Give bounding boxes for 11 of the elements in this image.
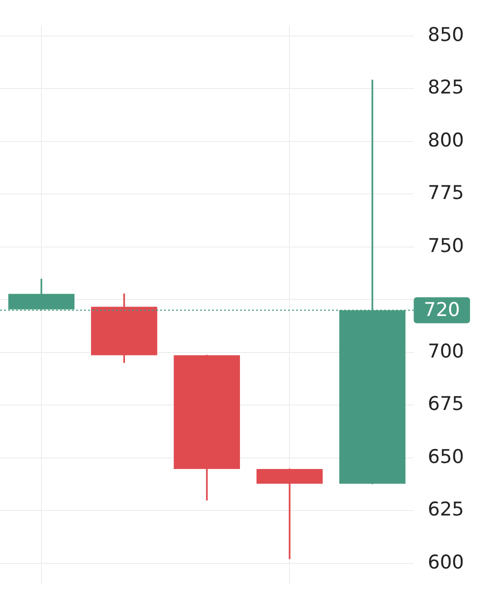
y-tick-label: 800 (428, 129, 464, 152)
y-tick-label: 650 (428, 446, 464, 468)
ref-line-label: 720 (424, 299, 460, 322)
y-tick-label: 750 (428, 234, 464, 257)
y-tick-label: 675 (428, 393, 464, 416)
y-tick-label: 700 (428, 340, 464, 362)
y-tick-label: 825 (428, 76, 464, 99)
y-tick-label: 600 (428, 551, 464, 574)
y-tick-label: 625 (428, 498, 464, 521)
y-tick-label: 850 (428, 24, 464, 46)
y-tick-label: 775 (428, 182, 464, 204)
